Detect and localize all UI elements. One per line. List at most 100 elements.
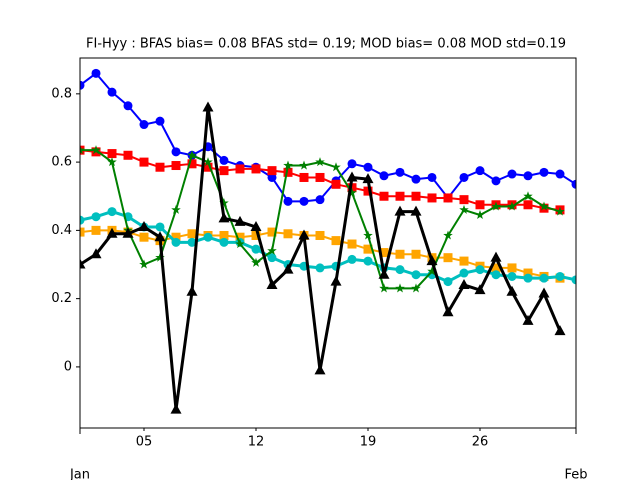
marker	[187, 159, 197, 169]
marker	[362, 173, 374, 184]
marker	[459, 172, 469, 182]
marker	[90, 248, 102, 259]
marker	[235, 164, 245, 174]
marker	[475, 210, 485, 220]
plot-area	[80, 68, 576, 414]
marker	[395, 265, 405, 275]
marker	[378, 268, 390, 279]
marker	[427, 172, 437, 182]
marker	[346, 171, 358, 182]
marker	[219, 237, 229, 247]
marker	[411, 191, 421, 201]
marker	[267, 166, 277, 176]
marker	[395, 191, 405, 201]
marker	[506, 285, 518, 296]
marker	[91, 68, 101, 78]
marker	[299, 172, 309, 182]
marker	[411, 270, 421, 280]
marker	[171, 204, 181, 214]
axes-frame	[79, 57, 577, 429]
marker	[459, 195, 469, 205]
marker	[203, 232, 213, 242]
y-tick-label: 0.4	[51, 223, 72, 238]
marker	[250, 220, 262, 231]
marker	[411, 249, 421, 259]
marker	[427, 193, 437, 203]
y-tick-label: 0.8	[51, 86, 72, 101]
marker	[80, 227, 85, 237]
marker	[475, 200, 485, 210]
marker	[80, 80, 85, 90]
marker	[155, 252, 165, 262]
marker	[410, 205, 422, 216]
x-tick-label: 26	[472, 435, 489, 450]
marker	[219, 230, 229, 240]
marker	[523, 268, 533, 278]
marker	[347, 187, 357, 197]
marker	[539, 167, 549, 177]
marker	[363, 186, 373, 196]
marker	[555, 271, 565, 281]
marker	[554, 325, 566, 336]
marker	[507, 271, 517, 281]
marker	[235, 232, 245, 242]
marker	[187, 150, 197, 160]
marker	[315, 263, 325, 273]
marker	[218, 212, 230, 223]
marker	[298, 229, 310, 240]
marker	[474, 284, 486, 295]
marker	[491, 201, 501, 211]
marker	[282, 263, 294, 274]
marker	[315, 172, 325, 182]
marker	[123, 150, 133, 160]
marker	[219, 198, 229, 208]
marker	[171, 237, 181, 247]
marker	[330, 275, 342, 286]
marker	[80, 215, 85, 225]
marker	[395, 249, 405, 259]
marker	[475, 265, 485, 275]
marker	[394, 205, 406, 216]
marker	[154, 231, 166, 242]
x-major-tick-label: Feb	[564, 468, 587, 481]
marker	[539, 273, 549, 283]
marker	[138, 220, 150, 231]
marker	[443, 253, 453, 263]
x-tick-label: 05	[136, 435, 153, 450]
marker	[219, 166, 229, 176]
y-tick-label: 0.6	[51, 155, 72, 170]
x-tick-label: 12	[248, 435, 265, 450]
marker	[251, 230, 261, 240]
marker	[539, 201, 549, 211]
marker	[251, 164, 261, 174]
marker	[283, 229, 293, 239]
marker	[331, 162, 341, 172]
marker	[235, 239, 245, 249]
marker	[315, 230, 325, 240]
marker	[123, 101, 133, 111]
marker	[379, 191, 389, 201]
chart-title: FI-Hyy : BFAS bias= 0.08 BFAS std= 0.19;…	[86, 37, 566, 52]
marker	[251, 244, 261, 254]
marker	[507, 201, 517, 211]
marker	[347, 254, 357, 264]
marker	[283, 167, 293, 177]
marker	[555, 206, 565, 216]
marker	[267, 253, 277, 263]
marker	[459, 256, 469, 266]
marker	[523, 191, 533, 201]
marker	[171, 161, 181, 171]
marker	[395, 283, 405, 293]
marker	[411, 283, 421, 293]
marker	[459, 268, 469, 278]
marker	[155, 222, 165, 232]
marker	[267, 245, 277, 255]
marker	[170, 403, 182, 414]
y-tick-label: 0	[64, 359, 72, 374]
x-major-tick-label: Jan	[69, 468, 90, 481]
marker	[299, 196, 309, 206]
marker	[507, 263, 517, 273]
marker	[523, 171, 533, 181]
marker	[155, 116, 165, 126]
